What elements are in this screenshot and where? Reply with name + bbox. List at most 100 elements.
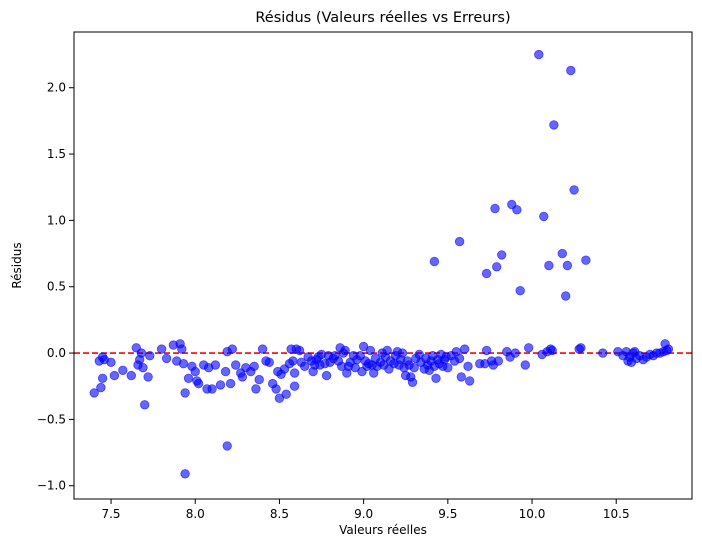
data-point — [549, 120, 559, 130]
y-tick-label: 0.0 — [47, 346, 66, 360]
data-point — [97, 373, 108, 384]
y-tick-label: −0.5 — [37, 412, 66, 426]
data-point — [544, 260, 554, 271]
data-point — [576, 343, 586, 353]
data-point — [465, 376, 475, 386]
data-point — [562, 260, 573, 271]
data-point — [598, 348, 608, 358]
y-tick-label: −1.0 — [37, 479, 66, 493]
x-tick-label: 9.0 — [354, 507, 373, 521]
data-point — [547, 345, 557, 356]
data-point — [220, 366, 231, 377]
data-point — [561, 291, 571, 301]
x-axis: 7.5 8.0 8.5 9.0 9.5 10.0 10.5 — [101, 499, 630, 521]
data-point — [126, 370, 137, 381]
data-point — [227, 344, 238, 354]
data-point — [534, 49, 544, 60]
data-point — [539, 211, 549, 222]
x-tick-label: 8.0 — [186, 507, 205, 521]
y-tick-label: 2.0 — [47, 81, 66, 95]
x-tick-label: 10.5 — [603, 507, 630, 521]
data-point — [512, 205, 522, 215]
data-point — [463, 361, 473, 372]
data-point — [254, 374, 264, 385]
plot-frame — [73, 31, 693, 500]
data-point — [443, 363, 453, 373]
data-point — [274, 393, 285, 403]
data-point — [288, 356, 298, 366]
x-tick-label: 9.5 — [438, 507, 457, 521]
data-point — [454, 353, 465, 364]
data-point — [497, 250, 507, 260]
y-axis: −1.0 −0.5 0.0 0.5 1.0 1.5 2.0 — [37, 81, 74, 493]
x-tick-label: 10.0 — [519, 507, 546, 521]
data-point — [180, 469, 190, 479]
data-point — [382, 345, 392, 356]
data-point — [96, 382, 106, 393]
data-point — [569, 185, 579, 195]
x-axis-title: Valeurs réelles — [339, 523, 427, 537]
y-tick-label: 1.0 — [47, 213, 66, 227]
data-point — [145, 351, 155, 361]
data-point — [136, 348, 147, 358]
data-point — [281, 389, 291, 399]
data-point — [251, 384, 261, 394]
data-point — [161, 353, 172, 364]
data-point — [340, 345, 350, 356]
data-point — [139, 400, 150, 410]
data-point — [183, 373, 194, 384]
chart-title: Résidus (Valeurs réelles vs Erreurs) — [255, 10, 510, 26]
data-point — [249, 361, 259, 372]
data-point — [257, 344, 268, 354]
data-point — [207, 384, 217, 394]
data-point — [520, 360, 531, 370]
data-point — [663, 344, 674, 354]
data-point — [215, 380, 226, 390]
data-point — [409, 363, 419, 373]
data-point — [138, 363, 148, 373]
data-point — [300, 361, 310, 372]
data-point — [237, 372, 248, 382]
points-group — [89, 49, 674, 479]
data-point — [490, 203, 500, 214]
data-point — [510, 348, 520, 358]
data-point — [89, 388, 99, 398]
data-point — [524, 343, 534, 353]
data-point — [566, 65, 576, 76]
data-point — [222, 441, 232, 451]
data-point — [429, 256, 440, 267]
data-point — [271, 384, 281, 394]
y-tick-label: 1.5 — [47, 147, 66, 161]
data-point — [264, 357, 275, 368]
data-point — [557, 248, 568, 259]
data-point — [156, 344, 167, 354]
data-point — [289, 381, 300, 391]
x-tick-label: 7.5 — [101, 507, 120, 521]
data-point — [190, 366, 200, 377]
data-point — [143, 372, 153, 382]
data-point — [493, 356, 504, 366]
data-point — [407, 377, 418, 388]
y-tick-label: 0.5 — [47, 280, 66, 294]
data-point — [177, 344, 187, 354]
data-point — [289, 368, 300, 378]
data-point — [365, 345, 376, 356]
data-point — [581, 255, 591, 265]
data-point — [358, 341, 369, 352]
data-point — [225, 378, 236, 389]
data-point — [118, 365, 128, 376]
data-point — [109, 370, 120, 381]
x-tick-label: 8.5 — [270, 507, 289, 521]
data-point — [515, 286, 525, 296]
data-point — [492, 262, 502, 272]
data-point — [481, 345, 492, 356]
data-point — [321, 370, 332, 381]
data-point — [454, 236, 465, 247]
data-point — [210, 360, 221, 370]
data-point — [456, 372, 467, 382]
data-point — [230, 360, 241, 370]
data-point — [193, 378, 204, 389]
data-point — [178, 359, 189, 369]
